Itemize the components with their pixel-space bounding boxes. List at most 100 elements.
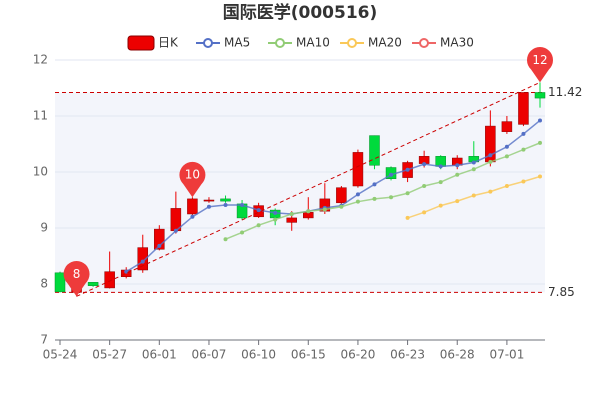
ma-point xyxy=(538,118,542,123)
x-tick-label: 06-23 xyxy=(390,348,425,362)
marker-label: 10 xyxy=(185,168,200,182)
legend-dot xyxy=(275,38,285,48)
marker-pin xyxy=(527,47,554,83)
ma-line xyxy=(225,142,541,240)
candle-body xyxy=(203,199,215,202)
ma-point xyxy=(521,147,526,152)
legend-label: MA20 xyxy=(368,36,402,50)
y-tick-label: 8 xyxy=(40,277,48,291)
ma-point xyxy=(504,154,509,159)
y-tick-label: 12 xyxy=(33,53,48,67)
legend-dot xyxy=(419,38,429,48)
x-tick-label: 06-01 xyxy=(142,348,177,362)
x-tick-label: 06-10 xyxy=(241,348,276,362)
ma-point xyxy=(372,182,377,187)
legend-swatch xyxy=(127,35,155,51)
ma-point xyxy=(206,204,211,209)
ma-point xyxy=(438,180,443,185)
candle-body xyxy=(187,198,198,215)
ma-point xyxy=(438,203,443,208)
candle-body xyxy=(137,247,149,271)
ma-point xyxy=(240,203,245,208)
ma-point xyxy=(538,140,542,145)
x-tick-label: 07-01 xyxy=(489,348,524,362)
ma-point xyxy=(455,172,460,177)
x-tick-label: 06-15 xyxy=(291,348,326,362)
y-tick-label: 7 xyxy=(40,333,48,347)
chart-title: 国际医学(000516) xyxy=(223,2,378,23)
marker-label: 8 xyxy=(73,267,81,281)
candle-body xyxy=(501,121,513,132)
ma-point xyxy=(355,199,360,204)
ma-point xyxy=(422,184,427,188)
candle-body xyxy=(286,217,297,223)
legend-label: MA30 xyxy=(440,36,474,50)
ma-point xyxy=(504,144,509,149)
ma-point xyxy=(488,189,493,194)
reference-label: 11.42 xyxy=(548,85,582,99)
ma-point xyxy=(190,214,195,219)
legend-label: MA10 xyxy=(296,36,330,50)
y-tick-label: 11 xyxy=(33,109,48,123)
ma-line xyxy=(125,119,541,273)
ma-point xyxy=(538,174,542,179)
marker-label: 12 xyxy=(532,53,547,67)
ma-point xyxy=(273,210,278,215)
legend-dot xyxy=(347,38,357,48)
ma-point xyxy=(306,209,311,214)
candle-body xyxy=(352,152,364,187)
ma-point xyxy=(223,203,228,208)
x-tick-label: 06-28 xyxy=(440,348,475,362)
ma-point xyxy=(355,192,360,197)
y-tick-label: 9 xyxy=(40,221,48,235)
ma-point xyxy=(422,162,427,167)
ma-point xyxy=(273,217,278,222)
candle-body xyxy=(534,92,546,99)
ma-point xyxy=(289,212,294,216)
ma-point xyxy=(389,195,394,200)
legend-dot xyxy=(203,38,213,48)
ma-point xyxy=(256,223,261,228)
ma-point xyxy=(405,191,410,196)
ma-point xyxy=(438,164,443,169)
ma-point xyxy=(223,237,228,242)
ma-point xyxy=(471,167,476,172)
x-tick-label: 05-27 xyxy=(92,348,127,362)
x-tick-label: 06-20 xyxy=(340,348,375,362)
ma-point xyxy=(422,210,427,215)
ma-point xyxy=(488,153,493,158)
x-tick-label: 06-07 xyxy=(192,348,227,362)
reference-label: 7.85 xyxy=(548,285,575,299)
ma-point xyxy=(240,230,245,235)
ma-point xyxy=(339,204,344,209)
ma-point xyxy=(504,184,509,188)
legend-label: 日K xyxy=(158,36,179,50)
legend-label: MA5 xyxy=(224,36,250,50)
ma-point xyxy=(140,259,145,264)
ma-point xyxy=(471,160,476,165)
ma-point xyxy=(322,207,327,212)
ma-point xyxy=(372,196,377,201)
ma-point xyxy=(471,193,476,198)
ma-point xyxy=(157,243,162,248)
candle-body xyxy=(87,282,99,286)
ma-point xyxy=(455,163,460,168)
ma-point xyxy=(488,159,493,164)
mark-area xyxy=(55,92,545,293)
ma-point xyxy=(173,228,178,233)
ma-point xyxy=(389,172,394,177)
ma-point xyxy=(405,215,410,220)
ma-point xyxy=(256,208,261,213)
y-tick-label: 10 xyxy=(33,165,48,179)
candle-body xyxy=(336,187,347,204)
ma-point xyxy=(455,199,460,204)
ma-point xyxy=(521,179,526,184)
candle-body xyxy=(154,228,165,250)
candle-body xyxy=(104,271,115,289)
marker-pin xyxy=(179,161,206,198)
marker-pin xyxy=(63,260,90,297)
candle-body xyxy=(54,272,66,293)
ma-point xyxy=(521,131,526,136)
candle-body xyxy=(369,135,380,166)
